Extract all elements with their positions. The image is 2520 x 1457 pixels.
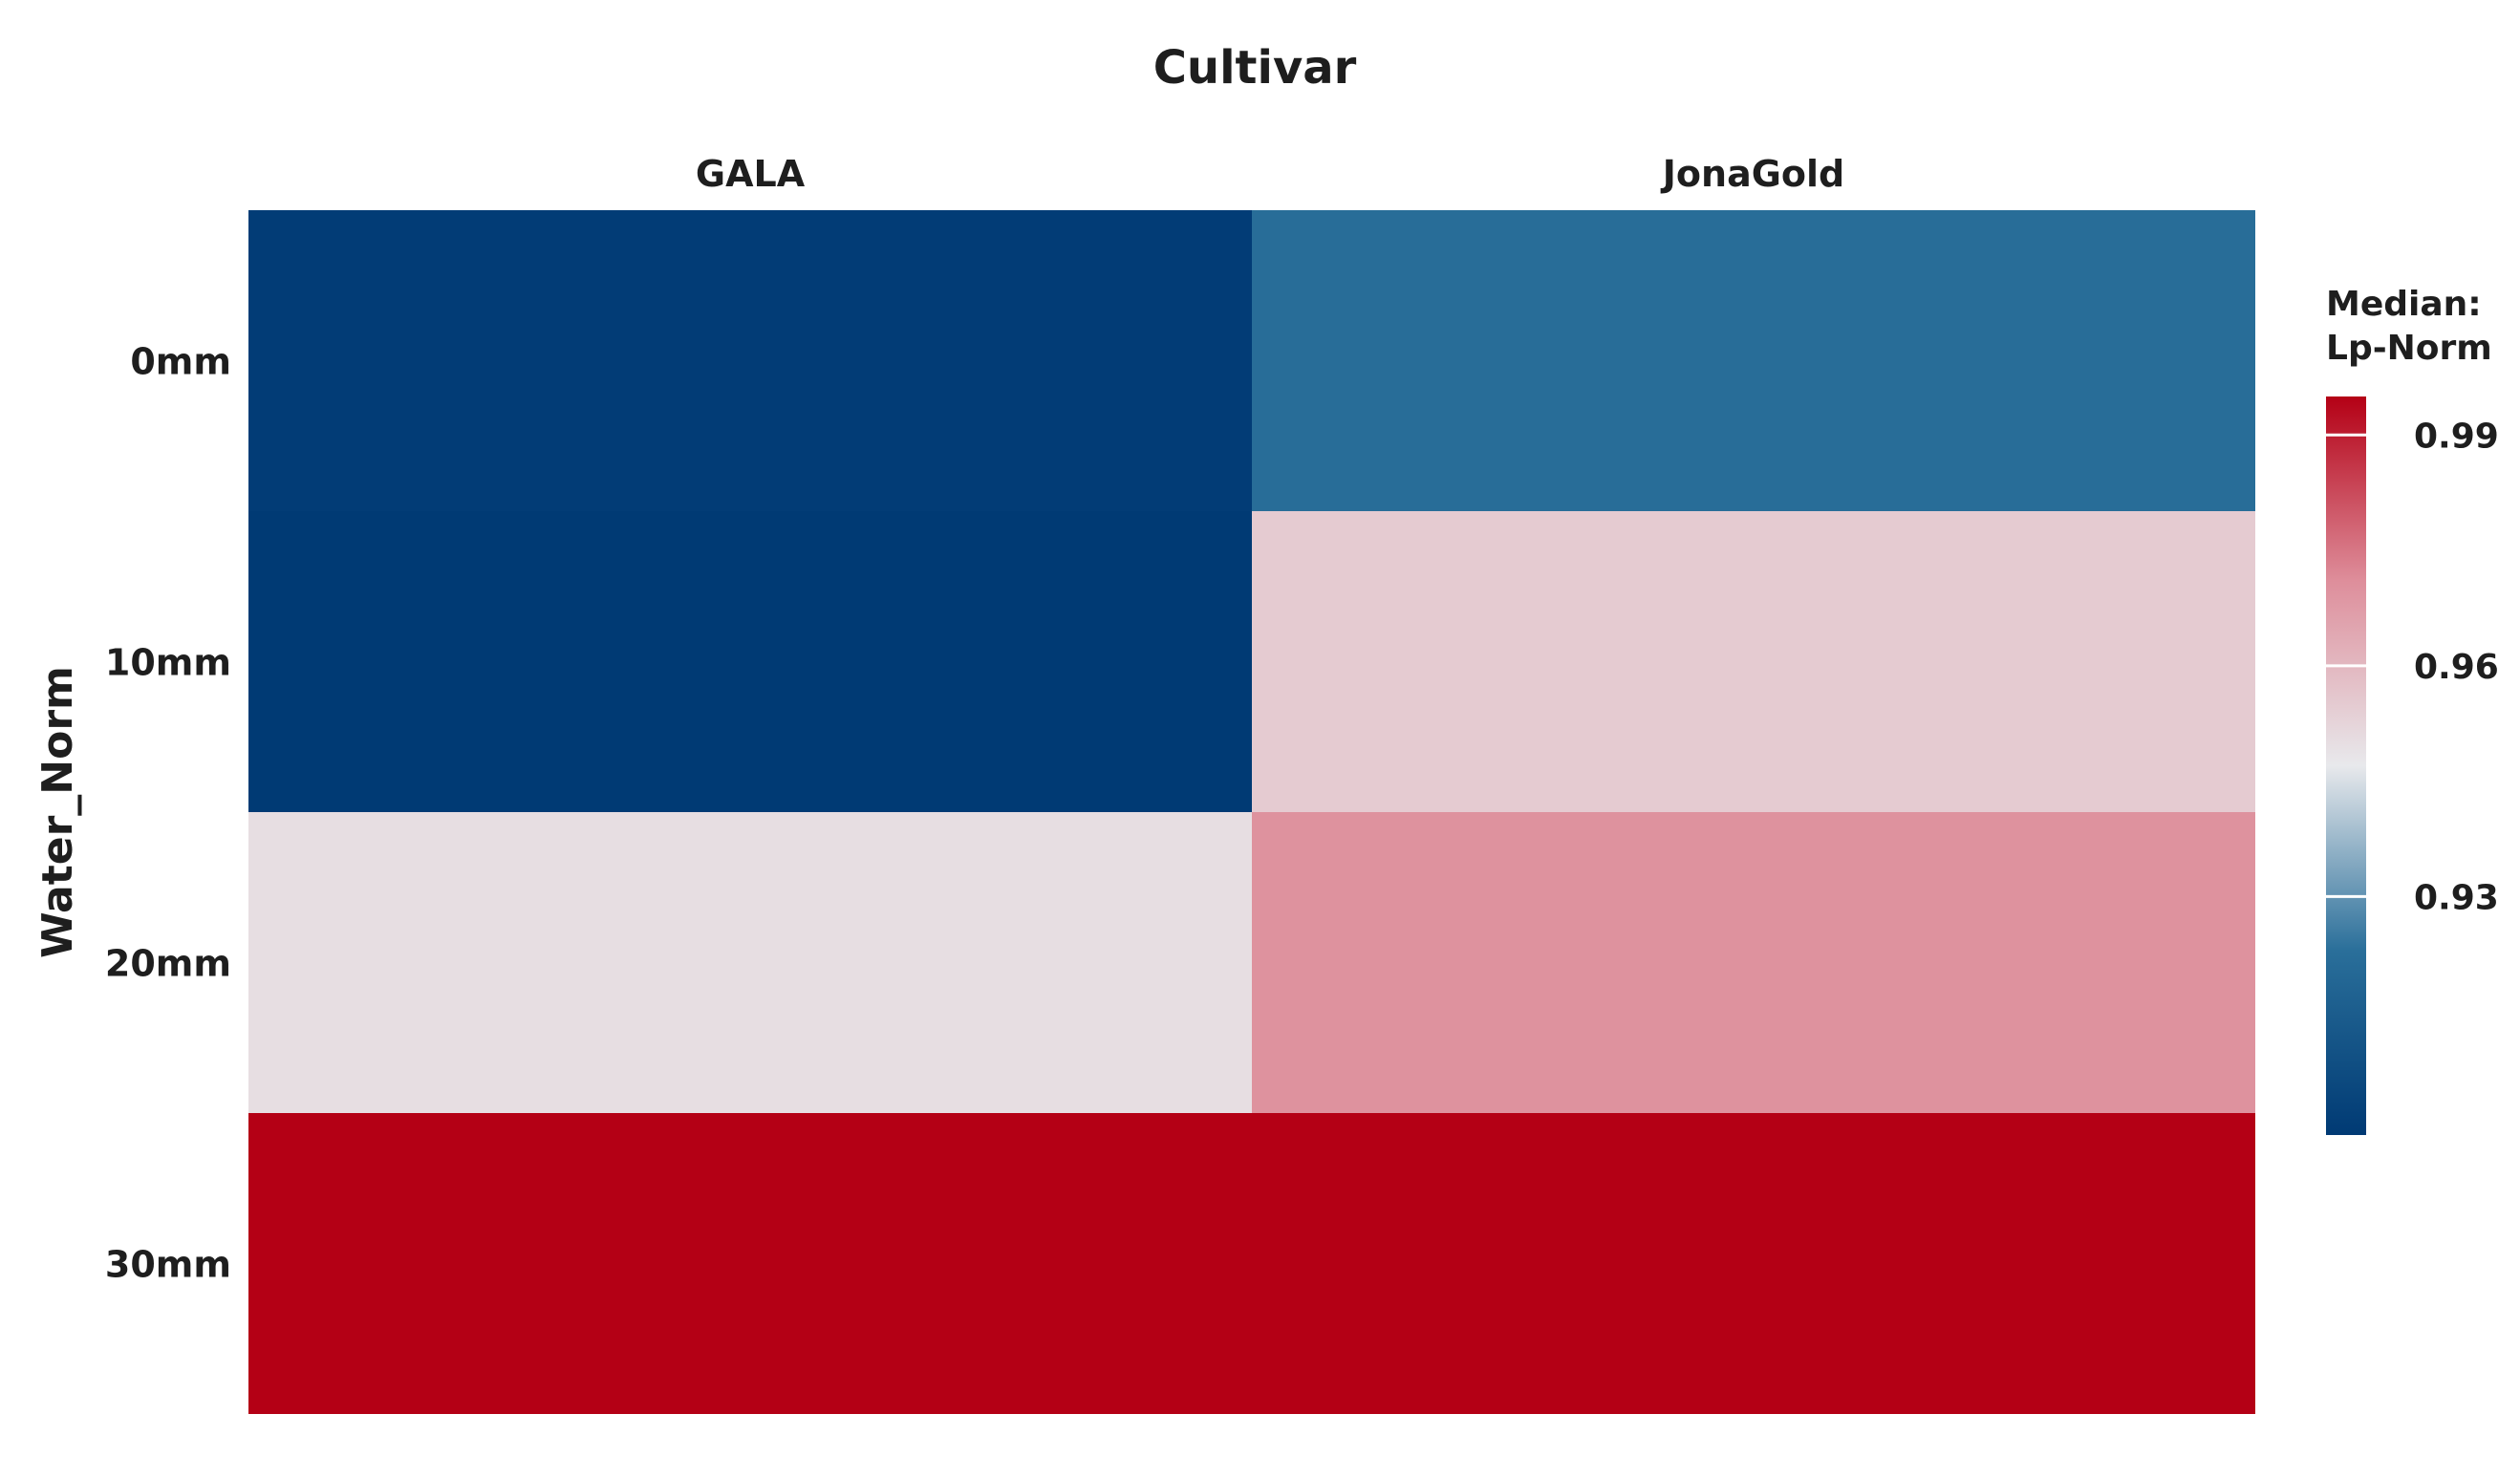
column-label: JonaGold	[1660, 153, 1844, 195]
heatmap-cell	[1252, 210, 2255, 511]
heatmap-cell	[248, 812, 1252, 1113]
y-axis-title: Water_Norm	[33, 666, 82, 958]
heatmap-cell	[248, 210, 1252, 511]
row-label: 10mm	[105, 642, 231, 684]
column-label: GALA	[696, 153, 806, 195]
heatmap-cell	[1252, 812, 2255, 1113]
heatmap-cell	[248, 511, 1252, 812]
colorbar-title-line2: Lp-Norm	[2326, 329, 2492, 368]
row-labels: 0mm 10mm 20mm 30mm	[105, 341, 231, 1286]
colorbar-ticks: 0.93 0.96 0.99	[2326, 417, 2499, 917]
chart-title: Cultivar	[1153, 41, 1357, 95]
heatmap-cell	[248, 1113, 2255, 1414]
heatmap-cell	[1252, 511, 2255, 812]
colorbar-tick-label: 0.93	[2414, 878, 2499, 917]
colorbar-tick-label: 0.99	[2414, 417, 2499, 456]
column-labels: GALA JonaGold	[696, 153, 1844, 195]
colorbar-title-line1: Median:	[2326, 285, 2482, 324]
colorbar-gradient-bar	[2326, 396, 2366, 1135]
row-label: 30mm	[105, 1244, 231, 1286]
colorbar-tick-label: 0.96	[2414, 648, 2499, 687]
colorbar-legend: Median: Lp-Norm 0.93 0.96 0.99	[2326, 285, 2499, 1135]
row-label: 0mm	[130, 341, 231, 383]
row-label: 20mm	[105, 943, 231, 985]
heatmap-cells	[248, 210, 2255, 1414]
